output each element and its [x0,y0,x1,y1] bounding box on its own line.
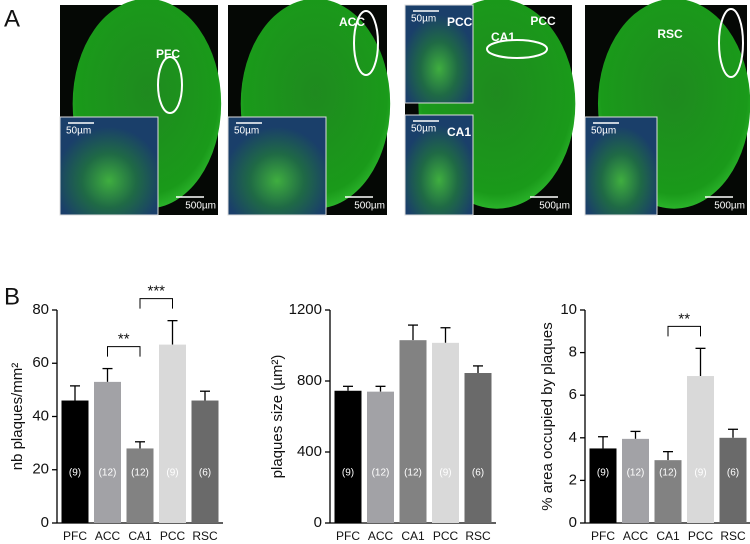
y-axis-label: nb plaques/mm² [9,363,26,471]
x-tick-label: RSC [192,529,218,543]
x-tick-label: PFC [591,529,615,543]
bar [464,373,492,523]
x-tick-label: PFC [63,529,87,543]
scale-label: 50µm [411,14,436,25]
x-tick-label: PCC [160,529,186,543]
x-tick-label: CA1 [128,529,152,543]
region-outline [718,8,744,78]
scale-label: 50µm [411,124,436,135]
y-axis-label: % area occupied by plaques [539,322,556,510]
bar [654,460,682,523]
bar [399,340,427,523]
scale-label: 50µm [66,126,91,137]
significance-bracket [139,298,173,309]
significance-bracket [107,346,141,357]
scale-label: 500µm [714,201,745,212]
bar [94,381,121,523]
bar [687,376,714,523]
region-outline [353,10,379,76]
y-tick-label: 0 [569,514,577,531]
scale-label: 500µm [354,201,385,212]
n-label: (9) [439,468,451,479]
n-label: (12) [659,468,677,479]
y-tick-label: 40 [32,407,49,424]
region-label: CA1 [491,30,515,44]
inset [404,4,474,104]
y-tick-label: 60 [32,354,49,371]
bar [719,437,747,523]
x-tick-label: RSC [465,529,491,543]
x-tick-label: CA1 [656,529,680,543]
y-tick-label: 0 [314,514,322,531]
region-label: ACC [339,15,365,29]
n-label: (12) [627,468,645,479]
region-outline [157,56,183,114]
bar [589,448,617,523]
y-tick-label: 2 [569,471,577,488]
n-label: (6) [727,468,739,479]
y-tick-label: 800 [297,372,322,389]
x-tick-label: PCC [688,529,714,543]
x-tick-label: PFC [336,529,360,543]
y-tick-label: 400 [297,443,322,460]
bar [432,342,459,523]
n-label: (12) [131,468,149,479]
x-tick-label: ACC [368,529,394,543]
scale-label: 500µm [539,201,570,212]
y-tick-label: 6 [569,386,577,403]
bar [191,400,219,523]
bar [334,390,362,523]
n-label: (12) [372,468,390,479]
x-tick-label: RSC [720,529,746,543]
x-tick-label: ACC [95,529,121,543]
x-tick-label: ACC [623,529,649,543]
panel-label: B [4,283,20,310]
bar [367,391,394,523]
y-tick-label: 4 [569,429,577,446]
x-tick-label: PCC [433,529,459,543]
y-tick-label: 20 [32,461,49,478]
inset-label: PCC [447,15,473,29]
n-label: (12) [99,468,117,479]
n-label: (9) [69,468,81,479]
significance-label: *** [147,283,165,300]
region-outline [486,39,548,59]
n-label: (9) [694,468,706,479]
panel-label: A [4,5,20,32]
y-tick-label: 8 [569,344,577,361]
bar [126,448,154,523]
x-tick-label: CA1 [401,529,425,543]
y-tick-label: 10 [560,301,577,318]
region-label: PCC [530,14,556,28]
y-tick-label: 0 [41,514,49,531]
y-axis-label: plaques size (µm²) [269,355,286,479]
scale-label: 50µm [591,126,616,137]
n-label: (6) [472,468,484,479]
y-tick-label: 1200 [289,301,322,318]
inset [59,116,159,216]
inset [584,116,658,216]
bar [622,438,649,523]
inset-label: CA1 [447,125,471,139]
inset [227,116,327,216]
n-label: (9) [342,468,354,479]
scale-label: 500µm [185,201,216,212]
region-label: PFC [156,47,180,61]
n-label: (9) [166,468,178,479]
significance-bracket [667,325,701,337]
scale-label: 50µm [234,126,259,137]
n-label: (9) [597,468,609,479]
n-label: (12) [404,468,422,479]
n-label: (6) [199,468,211,479]
inset [404,114,474,216]
bar [61,400,89,523]
y-tick-label: 80 [32,301,49,318]
significance-label: ** [118,331,130,348]
region-label: RSC [657,27,683,41]
significance-label: ** [678,310,690,327]
bar [159,344,186,523]
